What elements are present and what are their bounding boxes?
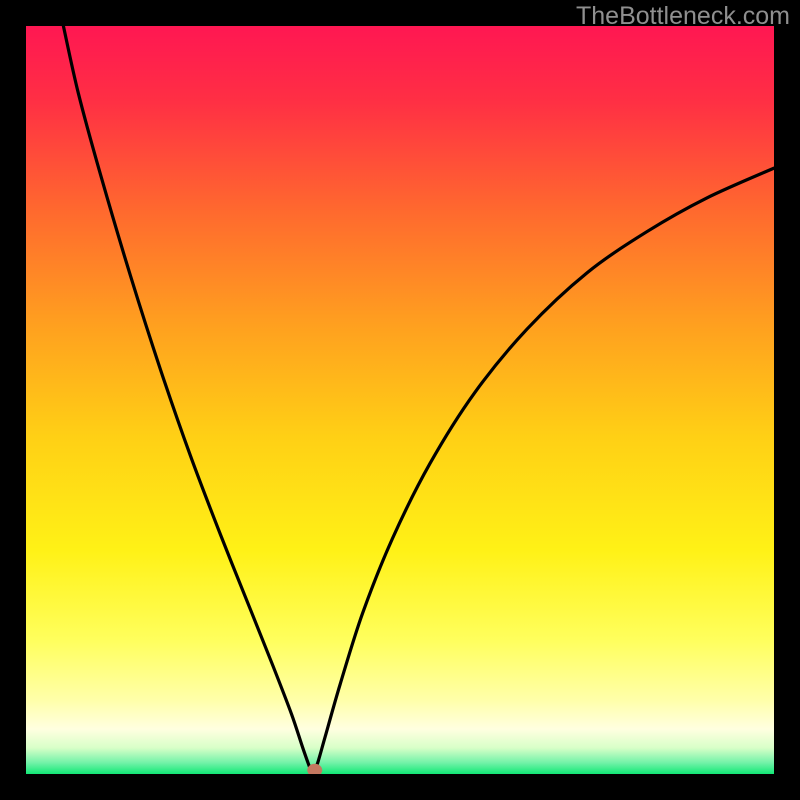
optimal-point-marker [308, 764, 322, 774]
watermark-text: TheBottleneck.com [576, 2, 790, 31]
bottleneck-chart-svg [26, 26, 774, 774]
gradient-background [26, 26, 774, 774]
chart-plot-area [26, 26, 774, 774]
